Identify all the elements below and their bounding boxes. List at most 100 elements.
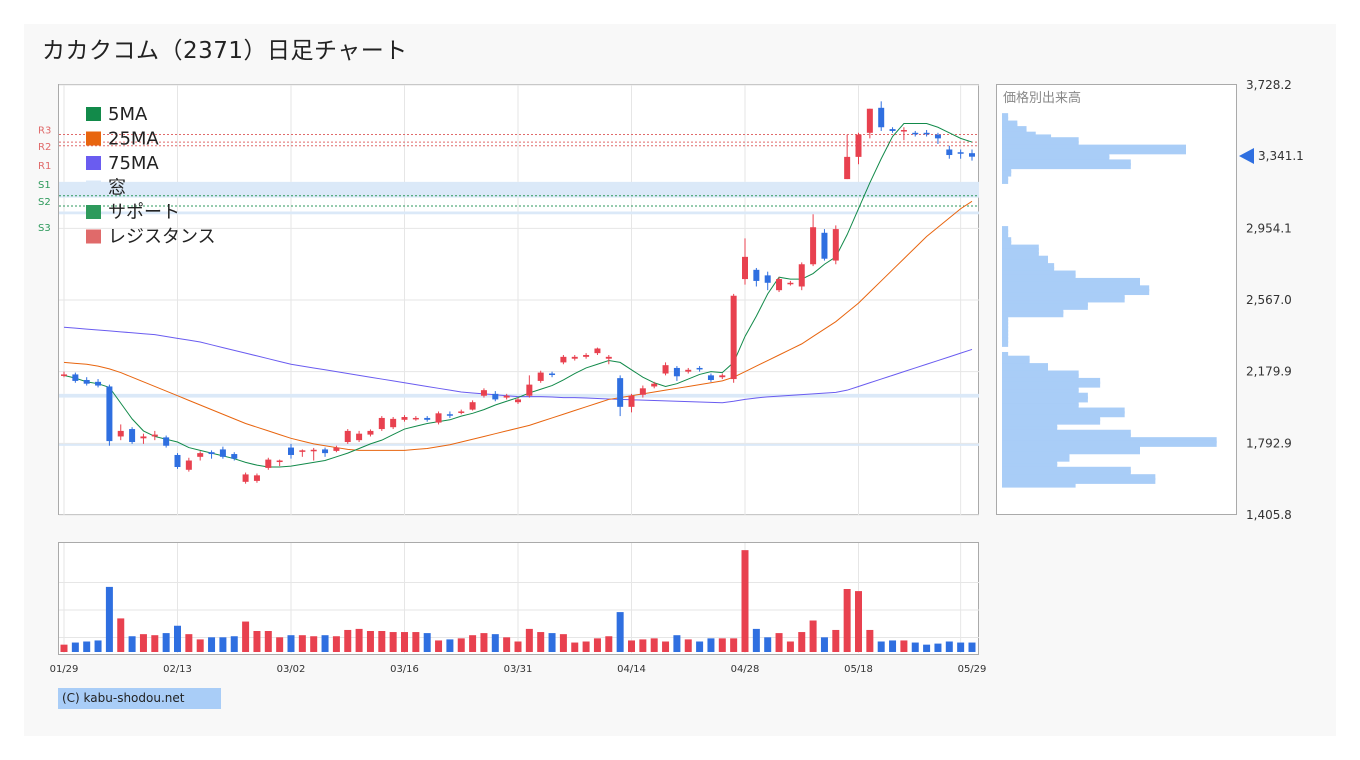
volume-bar [117, 618, 125, 652]
volume-bar [741, 550, 749, 652]
volume-bar [196, 639, 204, 652]
candle-body [673, 367, 680, 377]
volume-bar [662, 641, 670, 652]
volume-profile-bar [1002, 414, 1101, 421]
level-label: R2 [38, 142, 51, 153]
volume-bar [809, 620, 817, 652]
volume-profile-bar [1002, 300, 1088, 307]
volume-bar [764, 637, 772, 652]
volume-bar [321, 635, 329, 652]
legend-swatch [86, 180, 101, 195]
volume-profile-bar [1002, 177, 1009, 184]
volume-bar [775, 633, 783, 652]
volume-profile-bar [1002, 466, 1131, 473]
volume-profile-bar [1002, 389, 1079, 396]
candle-body [140, 436, 147, 439]
legend-swatch [86, 156, 101, 170]
volume-bar [378, 631, 386, 652]
candle-body [231, 454, 238, 459]
volume-bar [185, 634, 193, 652]
level-label: R1 [38, 161, 51, 172]
volume-bar [162, 633, 170, 652]
candle-body [730, 295, 737, 380]
candle-body [719, 375, 726, 378]
ma25-line [63, 200, 973, 451]
volume-bar [253, 631, 261, 652]
volume-bar [344, 629, 352, 652]
volume-profile-bar [1002, 237, 1012, 244]
volume-profile-bar [1002, 148, 1186, 155]
volume-bar [843, 589, 851, 652]
volume-profile-bar [1002, 429, 1131, 436]
volume-bar [684, 639, 692, 652]
volume-bar [514, 641, 522, 652]
x-tick-label: 05/29 [958, 664, 987, 675]
volume-bar [94, 640, 102, 652]
volume-profile-bar [1002, 281, 1140, 288]
volume-bar [537, 632, 545, 652]
volume-profile-bar [1002, 144, 1186, 151]
candle-body [628, 395, 635, 407]
candle-body [197, 453, 204, 457]
volume-profile-bar [1002, 240, 1012, 247]
candle-body [265, 459, 272, 468]
volume-profile-bar [1002, 474, 1156, 481]
credit-label: (C) kabu-shodou.net [58, 688, 221, 709]
ma75-line [63, 326, 973, 404]
volume-bar [786, 641, 794, 652]
volume-bar [571, 642, 579, 652]
x-tick-label: 04/14 [617, 664, 646, 675]
volume-profile-bar [1002, 255, 1048, 262]
volume-profile-title: 価格別出来高 [1003, 90, 1081, 106]
legend-label: サポート [108, 202, 180, 223]
candle-body [208, 452, 215, 455]
candle-body [912, 132, 919, 135]
volume-profile-bar [1002, 418, 1101, 425]
candle-body [742, 256, 748, 280]
volume-bar [911, 642, 919, 652]
volume-profile-bar [1002, 444, 1140, 451]
volume-profile-bar [1002, 170, 1012, 177]
candle-body [344, 430, 351, 443]
candle-body [288, 447, 294, 455]
volume-profile-bar [1002, 333, 1009, 340]
candle-body [61, 374, 67, 376]
level-label: S3 [38, 223, 51, 234]
candle-body [322, 449, 329, 454]
candle-body [446, 414, 453, 416]
volume-bar [855, 591, 862, 652]
candle-body [832, 229, 839, 261]
date-axis: 01/29 02/13 03/02 03/16 03/31 04/14 04/28 05/18… [50, 664, 987, 675]
volume-bar [276, 637, 284, 652]
volume-bar [616, 612, 624, 652]
volume-bar [355, 628, 363, 652]
volume-profile-bar [1002, 329, 1009, 336]
volume-profile-bar [1002, 337, 1009, 344]
candle-body [390, 418, 397, 428]
candle-body [95, 381, 102, 386]
legend-swatch [86, 229, 101, 244]
candle-body [934, 134, 941, 139]
volume-profile-bar [1002, 166, 1012, 173]
candle-body [696, 367, 703, 370]
candle-body [492, 393, 499, 400]
volume-profile-bar [1002, 163, 1131, 170]
volume-profile-bar [1002, 140, 1079, 147]
candle-body [707, 375, 714, 380]
candle-body [129, 429, 136, 443]
volume-profile-bar [1002, 259, 1048, 266]
y-tick-label: 1,792.9 [1246, 436, 1292, 450]
volume-bar [435, 640, 443, 652]
volume-bar [957, 642, 965, 652]
volume-profile-bar [1002, 137, 1079, 144]
volume-bar [889, 640, 897, 652]
support-resistance-lines: R3 R2 R1 S1 S2 S3 [38, 125, 979, 234]
volume-profile-bar [1002, 152, 1110, 159]
candle-body [299, 450, 306, 452]
volume-profile-bar [1002, 481, 1076, 488]
candle-body [310, 449, 317, 452]
volume-profile-bar [1002, 307, 1064, 314]
volume-bar [820, 637, 828, 652]
volume-bar [639, 639, 647, 652]
volume-profile-bar [1002, 263, 1055, 270]
